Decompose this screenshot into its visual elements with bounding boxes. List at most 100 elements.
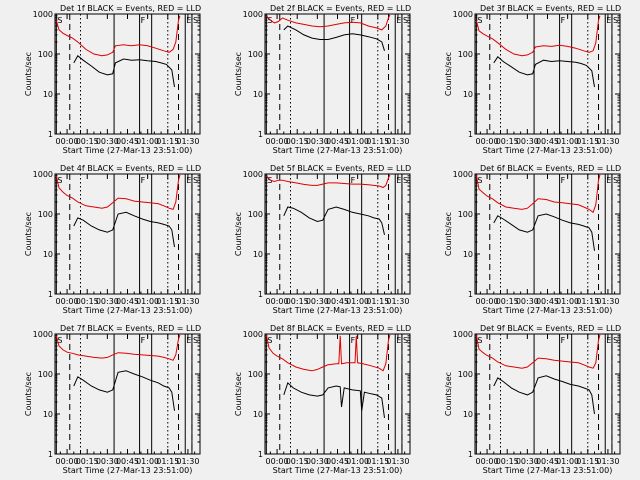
y-tick-label: 10 bbox=[43, 90, 53, 99]
marker-label: E bbox=[606, 336, 611, 345]
marker-label: E bbox=[396, 336, 401, 345]
marker-label: F bbox=[351, 176, 356, 185]
series-line-events bbox=[283, 382, 385, 418]
marker-label: S bbox=[267, 336, 272, 345]
x-tick-label: 00:30 bbox=[96, 457, 119, 466]
series-line-lld bbox=[265, 14, 391, 31]
x-tick-label: 01:00 bbox=[136, 457, 159, 466]
chart-panel-1: Det 1f BLACK = Events, RED = LLD 1 10 100 10… bbox=[24, 4, 201, 155]
y-tick-label: 10 bbox=[463, 410, 473, 419]
y-tick-label: 1000 bbox=[243, 330, 263, 339]
chart-panel-8: Det 8f BLACK = Events, RED = LLD 1 10 100 10… bbox=[234, 324, 411, 475]
chart-title: Det 5f BLACK = Events, RED = LLD bbox=[270, 164, 411, 173]
x-tick-label: 01:15 bbox=[366, 457, 389, 466]
series-line-events bbox=[73, 55, 175, 88]
x-tick-label: 01:30 bbox=[596, 137, 619, 146]
x-tick-label: 00:45 bbox=[326, 137, 349, 146]
x-axis-label: Start Time (27-Mar-13 23:51:00) bbox=[273, 306, 403, 315]
marker-label: E bbox=[186, 176, 191, 185]
series-line-events bbox=[73, 211, 175, 248]
x-tick-label: 00:00 bbox=[266, 297, 289, 306]
series-line-events bbox=[283, 25, 385, 51]
x-tick-label: 00:45 bbox=[326, 457, 349, 466]
x-tick-label: 01:30 bbox=[386, 457, 409, 466]
x-tick-label: 01:00 bbox=[556, 297, 579, 306]
x-tick-label: 00:15 bbox=[76, 297, 99, 306]
marker-label: S bbox=[193, 16, 198, 25]
marker-label: S bbox=[193, 176, 198, 185]
x-tick-label: 00:30 bbox=[96, 297, 119, 306]
x-tick-label: 01:15 bbox=[366, 297, 389, 306]
y-tick-label: 10 bbox=[43, 250, 53, 259]
y-tick-label: 100 bbox=[248, 370, 263, 379]
y-tick-label: 10 bbox=[43, 410, 53, 419]
y-tick-label: 1000 bbox=[453, 330, 473, 339]
y-tick-label: 100 bbox=[38, 50, 53, 59]
x-axis-label: Start Time (27-Mar-13 23:51:00) bbox=[483, 306, 613, 315]
x-tick-label: 00:45 bbox=[116, 457, 139, 466]
x-tick-label: 01:15 bbox=[156, 297, 179, 306]
y-axis-label: Counts/sec bbox=[444, 52, 453, 96]
x-tick-label: 00:30 bbox=[96, 137, 119, 146]
series-line-events bbox=[493, 56, 595, 88]
marker-label: F bbox=[561, 336, 566, 345]
x-tick-label: 00:15 bbox=[286, 137, 309, 146]
marker-label: E bbox=[606, 176, 611, 185]
marker-label: E bbox=[186, 16, 191, 25]
chart-title: Det 8f BLACK = Events, RED = LLD bbox=[270, 324, 411, 333]
marker-label: S bbox=[57, 336, 62, 345]
x-tick-label: 00:00 bbox=[476, 457, 499, 466]
series-line-events bbox=[73, 370, 175, 411]
y-tick-label: 1 bbox=[468, 130, 473, 139]
x-tick-label: 00:30 bbox=[306, 457, 329, 466]
y-tick-label: 1 bbox=[468, 450, 473, 459]
marker-label: E bbox=[396, 16, 401, 25]
marker-label: E bbox=[186, 336, 191, 345]
chart-panel-4: Det 4f BLACK = Events, RED = LLD 1 10 100 10… bbox=[24, 164, 201, 315]
x-tick-label: 00:15 bbox=[496, 457, 519, 466]
marker-label: E bbox=[606, 16, 611, 25]
y-tick-label: 1 bbox=[258, 290, 263, 299]
y-tick-label: 10 bbox=[253, 410, 263, 419]
x-tick-label: 00:15 bbox=[496, 297, 519, 306]
x-tick-label: 01:15 bbox=[576, 457, 599, 466]
y-tick-label: 1000 bbox=[453, 170, 473, 179]
y-axis-label: Counts/sec bbox=[444, 372, 453, 416]
x-tick-label: 01:15 bbox=[576, 137, 599, 146]
x-tick-label: 01:00 bbox=[346, 457, 369, 466]
x-tick-label: 01:00 bbox=[136, 137, 159, 146]
chart-panel-3: Det 3f BLACK = Events, RED = LLD 1 10 100 10… bbox=[444, 4, 621, 155]
chart-panel-5: Det 5f BLACK = Events, RED = LLD 1 10 100 10… bbox=[234, 164, 411, 315]
y-tick-label: 1 bbox=[468, 290, 473, 299]
x-tick-label: 00:45 bbox=[116, 297, 139, 306]
x-tick-label: 00:00 bbox=[266, 457, 289, 466]
x-tick-label: 01:00 bbox=[136, 297, 159, 306]
y-tick-label: 1 bbox=[48, 290, 53, 299]
series-line-lld bbox=[475, 334, 601, 369]
chart-panel-2: Det 2f BLACK = Events, RED = LLD 1 10 100 10… bbox=[234, 4, 411, 155]
y-tick-label: 1000 bbox=[33, 170, 53, 179]
marker-label: F bbox=[141, 176, 146, 185]
y-axis-label: Counts/sec bbox=[24, 52, 33, 96]
x-tick-label: 00:30 bbox=[516, 137, 539, 146]
x-tick-label: 00:45 bbox=[536, 137, 559, 146]
y-axis-label: Counts/sec bbox=[24, 372, 33, 416]
chart-title: Det 2f BLACK = Events, RED = LLD bbox=[270, 4, 411, 13]
chart-title: Det 7f BLACK = Events, RED = LLD bbox=[60, 324, 201, 333]
x-tick-label: 00:30 bbox=[306, 297, 329, 306]
chart-panel-6: Det 6f BLACK = Events, RED = LLD 1 10 100 10… bbox=[444, 164, 621, 315]
x-tick-label: 00:45 bbox=[116, 137, 139, 146]
marker-label: S bbox=[403, 16, 408, 25]
x-tick-label: 01:30 bbox=[596, 457, 619, 466]
marker-label: E bbox=[396, 176, 401, 185]
x-tick-label: 00:00 bbox=[56, 297, 79, 306]
marker-label: F bbox=[141, 336, 146, 345]
y-tick-label: 1 bbox=[48, 130, 53, 139]
y-tick-label: 1000 bbox=[33, 330, 53, 339]
y-tick-label: 100 bbox=[38, 210, 53, 219]
marker-label: F bbox=[561, 16, 566, 25]
y-tick-label: 10 bbox=[253, 250, 263, 259]
x-tick-label: 00:15 bbox=[76, 457, 99, 466]
y-axis-label: Counts/sec bbox=[234, 212, 243, 256]
